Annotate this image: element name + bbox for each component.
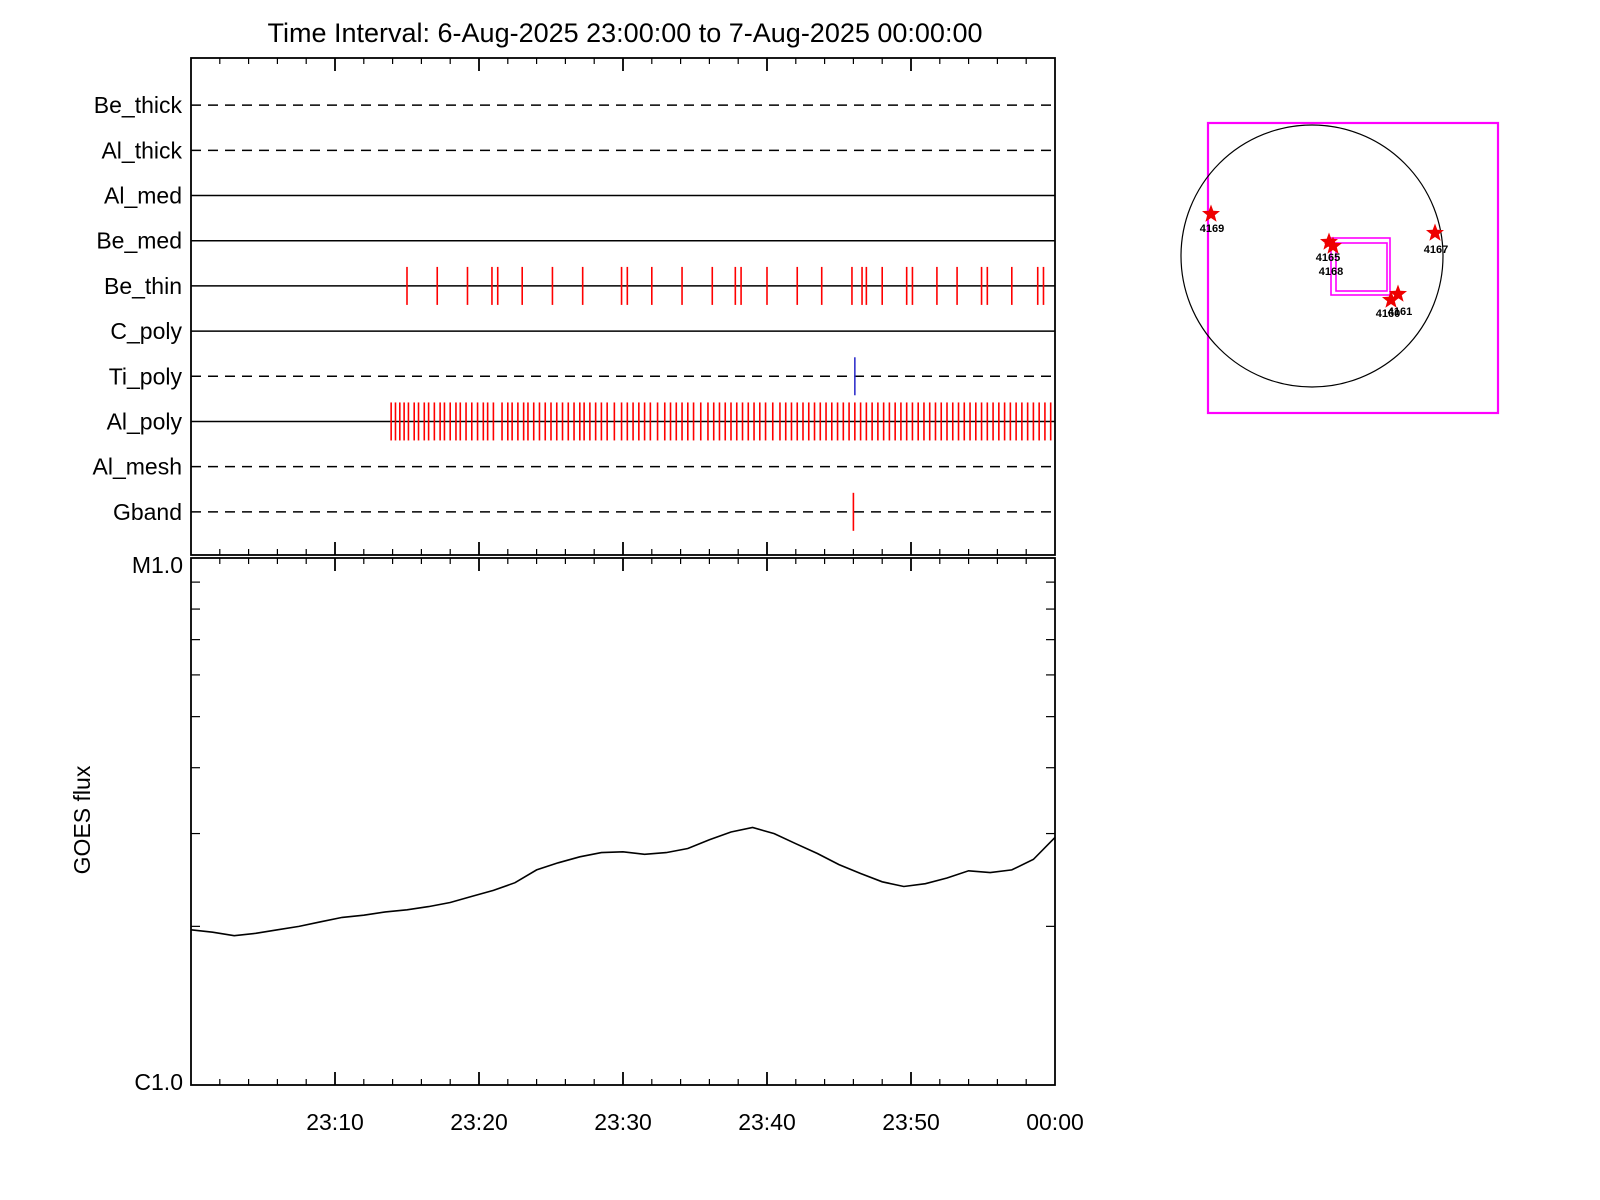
active-region-star	[1426, 223, 1444, 241]
active-region-label: 4168	[1319, 266, 1343, 278]
filter-row-label: Be_thin	[104, 273, 182, 299]
fov-inner-box	[1335, 242, 1388, 292]
active-region-label: 4160	[1376, 308, 1400, 320]
filter-panel-border	[190, 57, 1056, 556]
goes-xtick-label: 23:40	[738, 1109, 796, 1135]
filter-row-label: Al_poly	[107, 408, 183, 434]
active-region-star	[1382, 290, 1400, 308]
solar-limb-circle	[1180, 124, 1444, 388]
goes-ymin-label: C1.0	[134, 1069, 183, 1095]
goes-xtick-label: 23:10	[306, 1109, 364, 1135]
goes-xtick-label: 23:20	[450, 1109, 508, 1135]
active-region-label: 4169	[1200, 223, 1224, 235]
active-region-label: 4161	[1388, 306, 1412, 318]
time-interval-title: Time Interval: 6-Aug-2025 23:00:00 to 7-…	[268, 18, 983, 48]
active-region-label: 4165	[1316, 252, 1340, 264]
goes-xtick-label: 00:00	[1026, 1109, 1084, 1135]
active-region-star	[1202, 204, 1220, 222]
filter-row-label: Ti_poly	[109, 363, 183, 389]
filter-row-label: Gband	[113, 499, 182, 525]
goes-panel-border	[190, 557, 1056, 1086]
goes-flux-curve	[190, 826, 1056, 937]
active-region-star	[1324, 236, 1342, 254]
filter-row-label: Al_med	[104, 183, 182, 209]
goes-xtick-label: 23:30	[594, 1109, 652, 1135]
filter-exposure-timeline: Be_thick Al_thick Al_med Be_med Be_thin C_pol…	[93, 57, 1056, 556]
active-region-star	[1320, 232, 1338, 250]
active-region-label: 4167	[1424, 244, 1448, 256]
active-region-star	[1389, 284, 1407, 302]
filter-row-label: Al_thick	[101, 137, 182, 163]
goes-ymax-label: M1.0	[132, 552, 183, 578]
filter-row-label: Be_med	[96, 228, 182, 254]
fov-inner-box	[1330, 237, 1391, 296]
fov-outer-box	[1206, 121, 1500, 415]
goes-xtick-label: 23:50	[882, 1109, 940, 1135]
filter-row-label: Be_thick	[94, 92, 183, 118]
goes-flux-chart: 23:10 23:20 23:30 23:40 23:50 00:00	[190, 557, 1084, 1135]
filter-row-label: Al_mesh	[93, 454, 182, 480]
goes-yaxis-title: GOES flux	[69, 765, 95, 874]
filter-row-label: C_poly	[110, 318, 182, 344]
